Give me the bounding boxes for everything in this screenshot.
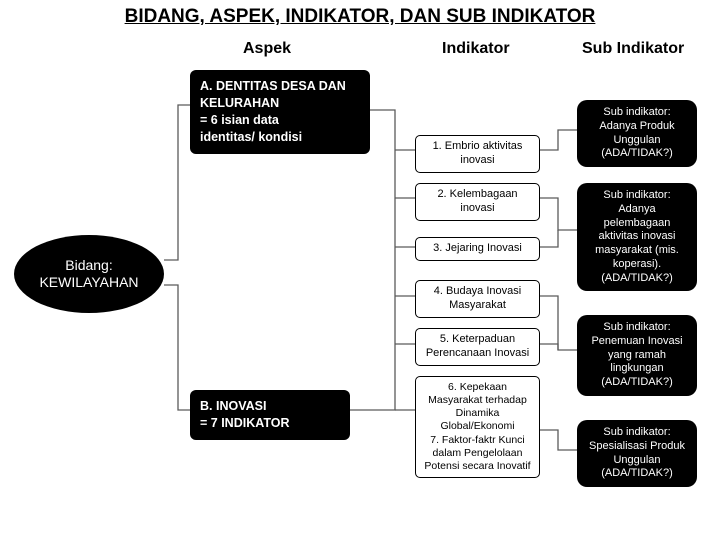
subindikator-2-text: Sub indikator: Adanya pelembagaan aktivi… bbox=[595, 189, 679, 284]
indikator-6-7: 6. Kepekaan Masyarakat terhadap Dinamika… bbox=[415, 376, 540, 478]
aspek-b-text: B. INOVASI = 7 INDIKATOR bbox=[200, 399, 289, 430]
aspek-b-box: B. INOVASI = 7 INDIKATOR bbox=[190, 390, 350, 440]
aspek-a-text: A. DENTITAS DESA DAN KELURAHAN = 6 isian… bbox=[200, 79, 346, 144]
subindikator-2: Sub indikator: Adanya pelembagaan aktivi… bbox=[577, 183, 697, 291]
header-aspek: Aspek bbox=[243, 40, 291, 58]
aspek-a-box: A. DENTITAS DESA DAN KELURAHAN = 6 isian… bbox=[190, 70, 370, 154]
subindikator-3: Sub indikator: Penemuan Inovasi yang ram… bbox=[577, 315, 697, 396]
bidang-node: Bidang: KEWILAYAHAN bbox=[14, 235, 164, 313]
header-subindikator: Sub Indikator bbox=[582, 40, 684, 58]
header-indikator: Indikator bbox=[442, 40, 510, 58]
indikator-5: 5. Keterpaduan Perencanaan Inovasi bbox=[415, 328, 540, 366]
indikator-1: 1. Embrio aktivitas inovasi bbox=[415, 135, 540, 173]
indikator-3: 3. Jejaring Inovasi bbox=[415, 237, 540, 261]
indikator-4: 4. Budaya Inovasi Masyarakat bbox=[415, 280, 540, 318]
subindikator-1: Sub indikator: Adanya Produk Unggulan (A… bbox=[577, 100, 697, 167]
indikator-2: 2. Kelembagaan inovasi bbox=[415, 183, 540, 221]
subindikator-1-text: Sub indikator: Adanya Produk Unggulan (A… bbox=[599, 106, 674, 159]
indikator-6-7-text: 6. Kepekaan Masyarakat terhadap Dinamika… bbox=[424, 381, 530, 472]
subindikator-3-text: Sub indikator: Penemuan Inovasi yang ram… bbox=[591, 321, 682, 388]
subindikator-4: Sub indikator: Spesialisasi Produk Unggu… bbox=[577, 420, 697, 487]
bidang-label: Bidang: KEWILAYAHAN bbox=[39, 257, 138, 292]
subindikator-4-text: Sub indikator: Spesialisasi Produk Unggu… bbox=[589, 426, 685, 479]
page-title: BIDANG, ASPEK, INDIKATOR, DAN SUB INDIKA… bbox=[0, 6, 720, 28]
